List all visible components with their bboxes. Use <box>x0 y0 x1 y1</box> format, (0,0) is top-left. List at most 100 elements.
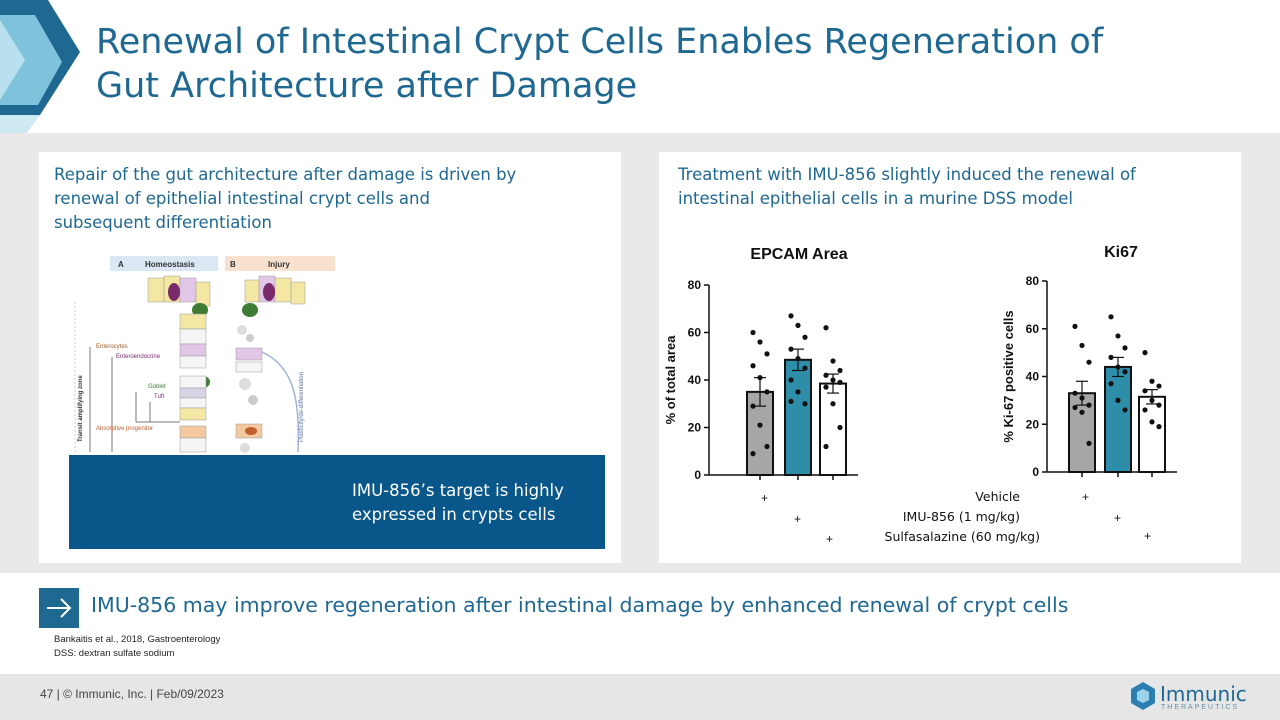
ki67-data-point <box>1086 402 1092 408</box>
epcam-data-point <box>764 351 770 357</box>
epcam-data-point <box>837 424 843 431</box>
epcam-data-point <box>830 401 836 407</box>
epcam-data-point <box>788 313 794 319</box>
ki67-y-tick-label: 40 <box>1026 370 1040 384</box>
epcam-data-point <box>837 379 843 385</box>
left-panel-text: Repair of the gut architecture after dam… <box>54 165 517 232</box>
diagram-title-a: Homeostasis <box>145 260 195 269</box>
ki67-data-point <box>1156 402 1162 408</box>
crypt-diagram: A Homeostasis B Injury <box>74 256 335 453</box>
ki67-bar-2 <box>1138 395 1166 473</box>
immunic-logo-icon <box>1131 682 1155 710</box>
ki67-data-point <box>1115 333 1121 339</box>
ki67-data-point <box>1108 354 1114 360</box>
epcam-bar-2 <box>819 382 847 476</box>
ki67-data-point <box>1079 409 1085 415</box>
charts: EPCAM Area % of total area 0 20 40 60 80 Ki67 % … <box>663 244 1177 482</box>
absorptive-label: Absorptive progenitor <box>96 426 153 432</box>
logo-sub: THERAPEUTICS <box>1161 704 1240 711</box>
ki67-data-point <box>1142 388 1148 394</box>
epcam-data-point <box>750 329 756 336</box>
plasticity-label: Plasticity/de-differentiation <box>299 372 305 442</box>
epcam-data-point <box>757 375 763 381</box>
plus-ki67-imu: + <box>1114 511 1122 525</box>
reference-2: DSS: dextran sulfate sodium <box>54 648 175 659</box>
plus-ki67-sulfa: + <box>1144 529 1152 543</box>
ki67-chart-title: Ki67 <box>1104 244 1138 261</box>
epcam-chart-title: EPCAM Area <box>750 246 847 263</box>
epcam-data-point <box>830 358 836 364</box>
epcam-data-point <box>823 372 829 378</box>
epcam-data-point <box>757 422 763 428</box>
ki67-data-point <box>1122 345 1128 351</box>
reference-1: Bankaitis et al., 2018, Gastroenterology <box>54 634 221 645</box>
epcam-y-tick-label: 40 <box>688 373 702 387</box>
ki67-data-point <box>1072 404 1078 411</box>
injury-crypt: Plasticity/de-differentiation <box>235 275 306 453</box>
plus-ki67-vehicle: + <box>1082 490 1090 504</box>
ki67-y-tick-label: 80 <box>1026 274 1040 288</box>
arrow-right-icon <box>39 588 79 628</box>
ki67-data-point <box>1108 381 1114 387</box>
epcam-bar-1 <box>784 358 812 476</box>
tuft-label: Tuft <box>154 394 164 400</box>
ki67-data-point <box>1149 378 1155 384</box>
epcam-data-point <box>795 322 801 328</box>
ki67-y-axis-label: % Ki-67 positive cells <box>1001 310 1016 442</box>
epcam-data-point <box>764 389 770 395</box>
epcam-y-tick-label: 20 <box>688 421 702 435</box>
epcam-data-point <box>750 403 756 409</box>
epcam-data-point <box>750 363 756 369</box>
epcam-data-point <box>823 325 829 331</box>
plus-epcam-vehicle: + <box>761 491 769 505</box>
epcam-data-point <box>764 443 770 450</box>
ki67-data-point <box>1079 342 1085 349</box>
epcam-data-point <box>788 398 794 404</box>
epcam-y-tick-label: 60 <box>688 326 702 340</box>
ki67-data-point <box>1072 390 1078 396</box>
conclusion-text: IMU-856 may improve regeneration after i… <box>91 593 1069 617</box>
plus-epcam-imu: + <box>794 512 802 526</box>
callout-text: IMU-856’s target is highly expressed in … <box>352 481 564 524</box>
epcam-data-point <box>788 377 794 383</box>
epcam-data-point <box>802 365 808 371</box>
ki67-data-point <box>1086 359 1092 365</box>
logo-name: Immunic <box>1160 682 1247 706</box>
treatment-label-vehicle: Vehicle <box>975 489 1020 504</box>
epcam-data-point <box>802 401 808 407</box>
homeostasis-crypt <box>147 275 211 453</box>
ki67-data-point <box>1115 364 1121 370</box>
epcam-y-axis-label: % of total area <box>663 335 678 425</box>
footer-bar <box>0 674 1280 720</box>
callout-box <box>69 455 605 549</box>
diagram-title-b: Injury <box>268 260 290 269</box>
ki67-data-point <box>1108 314 1114 320</box>
ki67-y-tick-label: 60 <box>1026 322 1040 336</box>
epcam-y-tick-label: 80 <box>688 278 702 292</box>
epcam-data-point <box>788 346 794 352</box>
ki67-data-point <box>1122 369 1128 375</box>
zone-label: Transit amplifying zone <box>78 375 84 442</box>
right-panel <box>659 152 1241 563</box>
ki67-data-point <box>1142 350 1148 356</box>
ki67-data-point <box>1156 383 1162 389</box>
treatment-label-sulfa: Sulfasalazine (60 mg/kg) <box>884 529 1040 544</box>
treatment-label-imu: IMU-856 (1 mg/kg) <box>902 509 1020 524</box>
diagram-label-a: A <box>118 260 124 269</box>
plus-epcam-sulfa: + <box>826 532 834 546</box>
ki67-data-point <box>1142 407 1148 413</box>
epcam-data-point <box>802 334 808 340</box>
ki67-y-tick-label: 0 <box>1032 465 1039 479</box>
ki67-data-point <box>1072 323 1078 329</box>
epcam-data-point <box>795 356 801 362</box>
epcam-data-point <box>757 339 763 345</box>
epcam-y-tick-label: 0 <box>694 468 701 482</box>
epcam-data-point <box>830 377 836 383</box>
lineage-arrows: Enterocytes Enteroendocrine Goblet Tuft … <box>74 302 180 452</box>
diagram-label-b: B <box>230 260 236 269</box>
enterocytes-label: Enterocytes <box>96 344 128 350</box>
ki67-data-point <box>1086 440 1092 446</box>
ki67-data-point <box>1156 424 1162 430</box>
right-panel-text: Treatment with IMU-856 slightly induced … <box>678 165 1136 208</box>
ki67-data-point <box>1149 419 1155 425</box>
